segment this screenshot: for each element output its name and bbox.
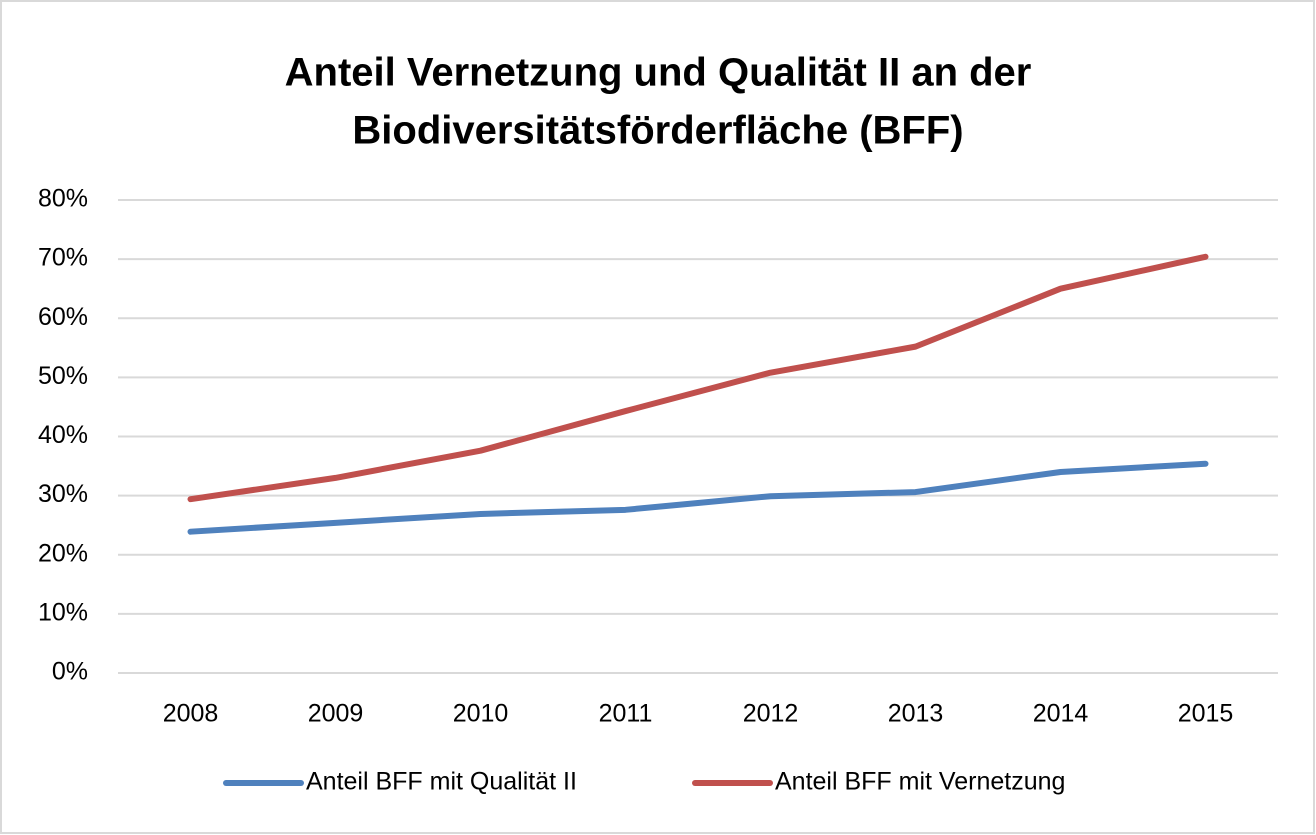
chart-title: Biodiversitätsförderfläche (BFF) bbox=[352, 109, 963, 153]
x-tick-label: 2013 bbox=[888, 700, 944, 728]
x-tick-label: 2014 bbox=[1033, 700, 1089, 728]
chart-title: Anteil Vernetzung und Qualität II an der bbox=[285, 51, 1032, 95]
y-tick-label: 50% bbox=[38, 362, 88, 390]
y-tick-label: 30% bbox=[38, 480, 88, 508]
x-tick-label: 2010 bbox=[453, 700, 509, 728]
x-tick-label: 2012 bbox=[743, 700, 799, 728]
x-tick-label: 2008 bbox=[163, 700, 219, 728]
y-tick-label: 0% bbox=[52, 658, 88, 686]
y-tick-label: 60% bbox=[38, 303, 88, 331]
x-tick-label: 2009 bbox=[308, 700, 364, 728]
series-line bbox=[187, 460, 1209, 535]
y-tick-label: 10% bbox=[38, 598, 88, 626]
y-tick-label: 70% bbox=[38, 244, 88, 272]
x-tick-label: 2015 bbox=[1178, 700, 1234, 728]
y-tick-label: 40% bbox=[38, 421, 88, 449]
y-tick-label: 20% bbox=[38, 539, 88, 567]
legend-label: Anteil BFF mit Vernetzung bbox=[775, 768, 1065, 796]
series-line bbox=[187, 253, 1209, 503]
legend-label: Anteil BFF mit Qualität II bbox=[306, 768, 577, 796]
x-tick-label: 2011 bbox=[599, 700, 653, 728]
y-tick-label: 80% bbox=[38, 185, 88, 213]
